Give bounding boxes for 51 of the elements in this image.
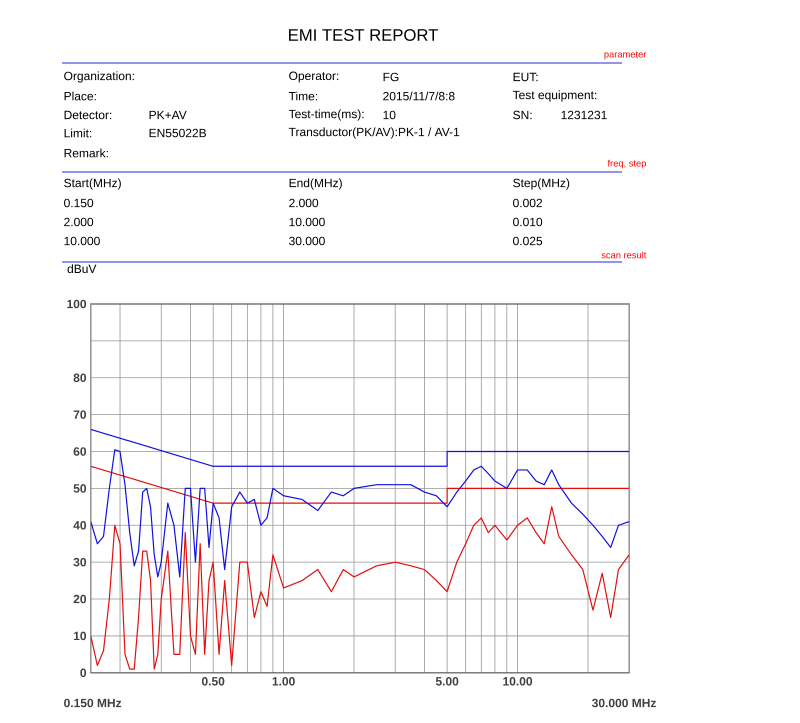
text: PK+AV	[150, 110, 187, 120]
y-tick-label: 60	[74, 447, 86, 456]
text: EN55022B	[150, 128, 206, 138]
text: Limit:	[64, 128, 92, 138]
x-tick-label: 0.50	[202, 677, 224, 686]
text: Step(MHz)	[513, 178, 570, 190]
text: 2.000	[64, 218, 94, 226]
y-tick-label: 50	[74, 484, 86, 493]
y-tick-label: 70	[74, 410, 86, 419]
text: 10	[384, 110, 396, 120]
text: parameter	[604, 51, 646, 60]
text: 0.010	[513, 218, 542, 226]
text: 0.025	[513, 236, 542, 246]
text: 10.000	[290, 218, 325, 226]
text: Test equipment:	[512, 90, 596, 102]
y-tick-label: 30	[73, 558, 86, 566]
text: EUT:	[514, 72, 538, 82]
text: 2015/11/7/8:8	[383, 92, 455, 100]
text: Operator:	[289, 72, 338, 82]
text: Transductor(PK/AV):PK-1 / AV-1	[288, 127, 460, 139]
y-tick-label: 0	[80, 668, 86, 678]
text: Start(MHz)	[64, 178, 121, 190]
text: Organization:	[64, 71, 134, 83]
text: 0.150 MHz	[64, 698, 122, 708]
chart-title: EMI TEST REPORT	[289, 29, 438, 41]
text: Test-time(ms):	[288, 109, 364, 121]
y-tick-label: 40	[73, 521, 86, 530]
text: freq, step	[608, 160, 646, 168]
text: 10.000	[64, 236, 100, 246]
text: Place:	[64, 92, 96, 100]
text: 2.000	[289, 198, 318, 208]
text: 1231231	[562, 110, 607, 120]
text: 30.000	[289, 236, 325, 246]
text: End(MHz)	[290, 178, 342, 190]
text: Remark:	[64, 148, 108, 158]
y-tick-label: 20	[74, 594, 86, 604]
y-axis-title: dBuV	[68, 264, 96, 274]
x-tick-label: 5.00	[436, 677, 458, 686]
text: FG	[384, 72, 398, 82]
text: Detector:	[64, 110, 112, 120]
text: scan result	[602, 252, 646, 258]
y-tick-label: 10	[74, 632, 86, 640]
text: SN:	[513, 110, 532, 120]
x-tick-label: 10.00	[503, 677, 532, 686]
x-tick-label: 1.00	[272, 677, 295, 686]
text: Time:	[288, 92, 318, 100]
text: 0.150	[64, 198, 94, 208]
text: 0.002	[513, 198, 542, 208]
text: 30.000 MHz	[592, 698, 656, 708]
y-tick-label: 100	[67, 300, 86, 308]
y-tick-label: 80	[74, 374, 86, 382]
